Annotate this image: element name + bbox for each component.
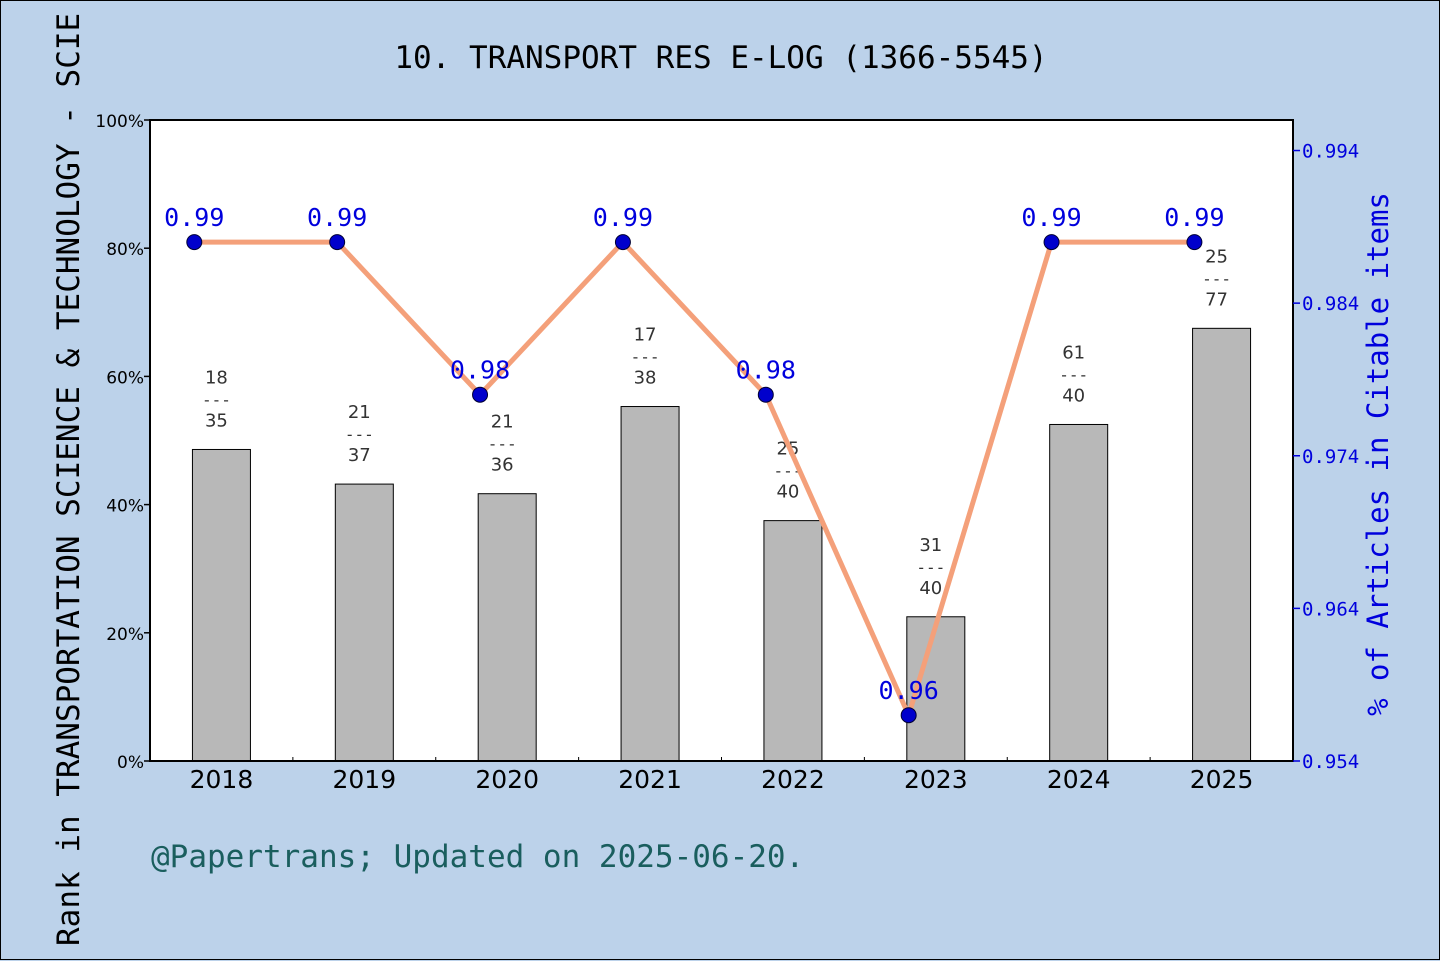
y-left-tick-label: 40% [106,497,144,517]
bar-label-bottom-2023: 40 [919,578,942,599]
y-left-tick-label: 80% [106,240,144,260]
bar-label-bottom-2021: 38 [634,368,657,389]
line-label-2021: 0.99 [593,203,653,232]
bar-label-top-2019: 21 [348,402,371,423]
line-label-2018: 0.99 [164,203,224,232]
line-point-2019 [329,234,346,251]
x-tick-label-2020: 2020 [475,765,539,794]
y-right-tick-label: 0.974 [1302,446,1359,468]
bar-label-separator-2023: --- [916,558,945,577]
bar-label-separator-2025: --- [1202,269,1231,288]
bar-label-bottom-2020: 36 [491,455,514,476]
right-axis: 0.954 0.964 0.974 0.984 0.994 [1293,141,1359,773]
line-point-2024 [1043,234,1060,251]
bar-label-separator-2024: --- [1059,365,1088,384]
line-label-2023: 0.96 [879,676,939,705]
bar-label-top-2024: 61 [1062,342,1085,363]
y-right-tick-label: 0.984 [1302,293,1359,315]
y-left-tick-label: 20% [106,625,144,645]
x-axis: 2018 2019 2020 2021 2022 2023 2024 2025 [190,757,1254,794]
x-tick-label-2021: 2021 [618,765,682,794]
bar-label-bottom-2022: 40 [776,482,799,503]
y-left-tick-label: 0% [117,753,144,773]
line-point-2021 [614,234,631,251]
line-point-2022 [757,386,774,403]
x-tick-label-2022: 2022 [761,765,825,794]
line-label-2020: 0.98 [450,356,510,385]
x-tick-label-2018: 2018 [190,765,254,794]
bar-label-bottom-2025: 77 [1205,289,1228,310]
bar-2025 [1192,327,1252,762]
bar-label-top-2020: 21 [491,412,514,433]
bar-label-bottom-2024: 40 [1062,385,1085,406]
x-tick-label-2019: 2019 [333,765,397,794]
bar-label-separator-2020: --- [488,435,517,454]
bar-2024 [1049,423,1109,762]
footer-credit: @Papertrans; Updated on 2025-06-20. [151,839,804,875]
y-right-axis-label: % of Articles in Citable items [1361,192,1395,716]
bar-label-bottom-2019: 37 [348,445,371,466]
line-series [194,239,1195,718]
line-point-2025 [1186,234,1203,251]
line-layer: 0.99 0.99 0.98 0.99 0.98 0.96 0.99 0.99 [164,203,1225,724]
bar-2018 [191,448,251,762]
x-tick-label-2023: 2023 [904,765,968,794]
y-left-tick-label: 100% [95,112,144,132]
bar-label-top-2021: 17 [634,325,657,346]
line-point-2018 [186,234,203,251]
bar-label-top-2023: 31 [919,535,942,556]
x-tick-label-2024: 2024 [1047,765,1111,794]
bars-layer [191,327,1252,762]
y-right-tick-label: 0.954 [1302,751,1359,773]
bar-label-separator-2021: --- [631,348,660,367]
bar-label-top-2018: 18 [205,367,228,388]
line-label-2024: 0.99 [1021,203,1081,232]
y-left-axis-label: Rank in TRANSPORTATION SCIENCE & TECHNOL… [51,13,87,946]
bar-label-separator-2019: --- [345,425,374,444]
x-tick-label-2025: 2025 [1190,765,1254,794]
bar-2022 [763,520,823,762]
chart-title: 10. TRANSPORT RES E-LOG (1366-5545) [394,40,1047,76]
y-left-tick-label: 60% [106,368,144,388]
y-right-tick-label: 0.994 [1302,141,1359,163]
y-right-tick-label: 0.964 [1302,598,1359,620]
line-label-2022: 0.98 [736,356,796,385]
line-point-2020 [472,386,489,403]
left-axis: 0% 20% 40% 60% 80% 100% [95,112,150,773]
bar-2021 [620,406,680,762]
bar-2020 [477,493,537,762]
line-label-2025: 0.99 [1164,203,1224,232]
line-point-2023 [900,707,917,724]
line-label-2019: 0.99 [307,203,367,232]
bar-2019 [334,483,394,762]
bar-label-bottom-2018: 35 [205,410,228,431]
bar-label-separator-2018: --- [202,390,231,409]
bar-label-top-2025: 25 [1205,246,1228,267]
